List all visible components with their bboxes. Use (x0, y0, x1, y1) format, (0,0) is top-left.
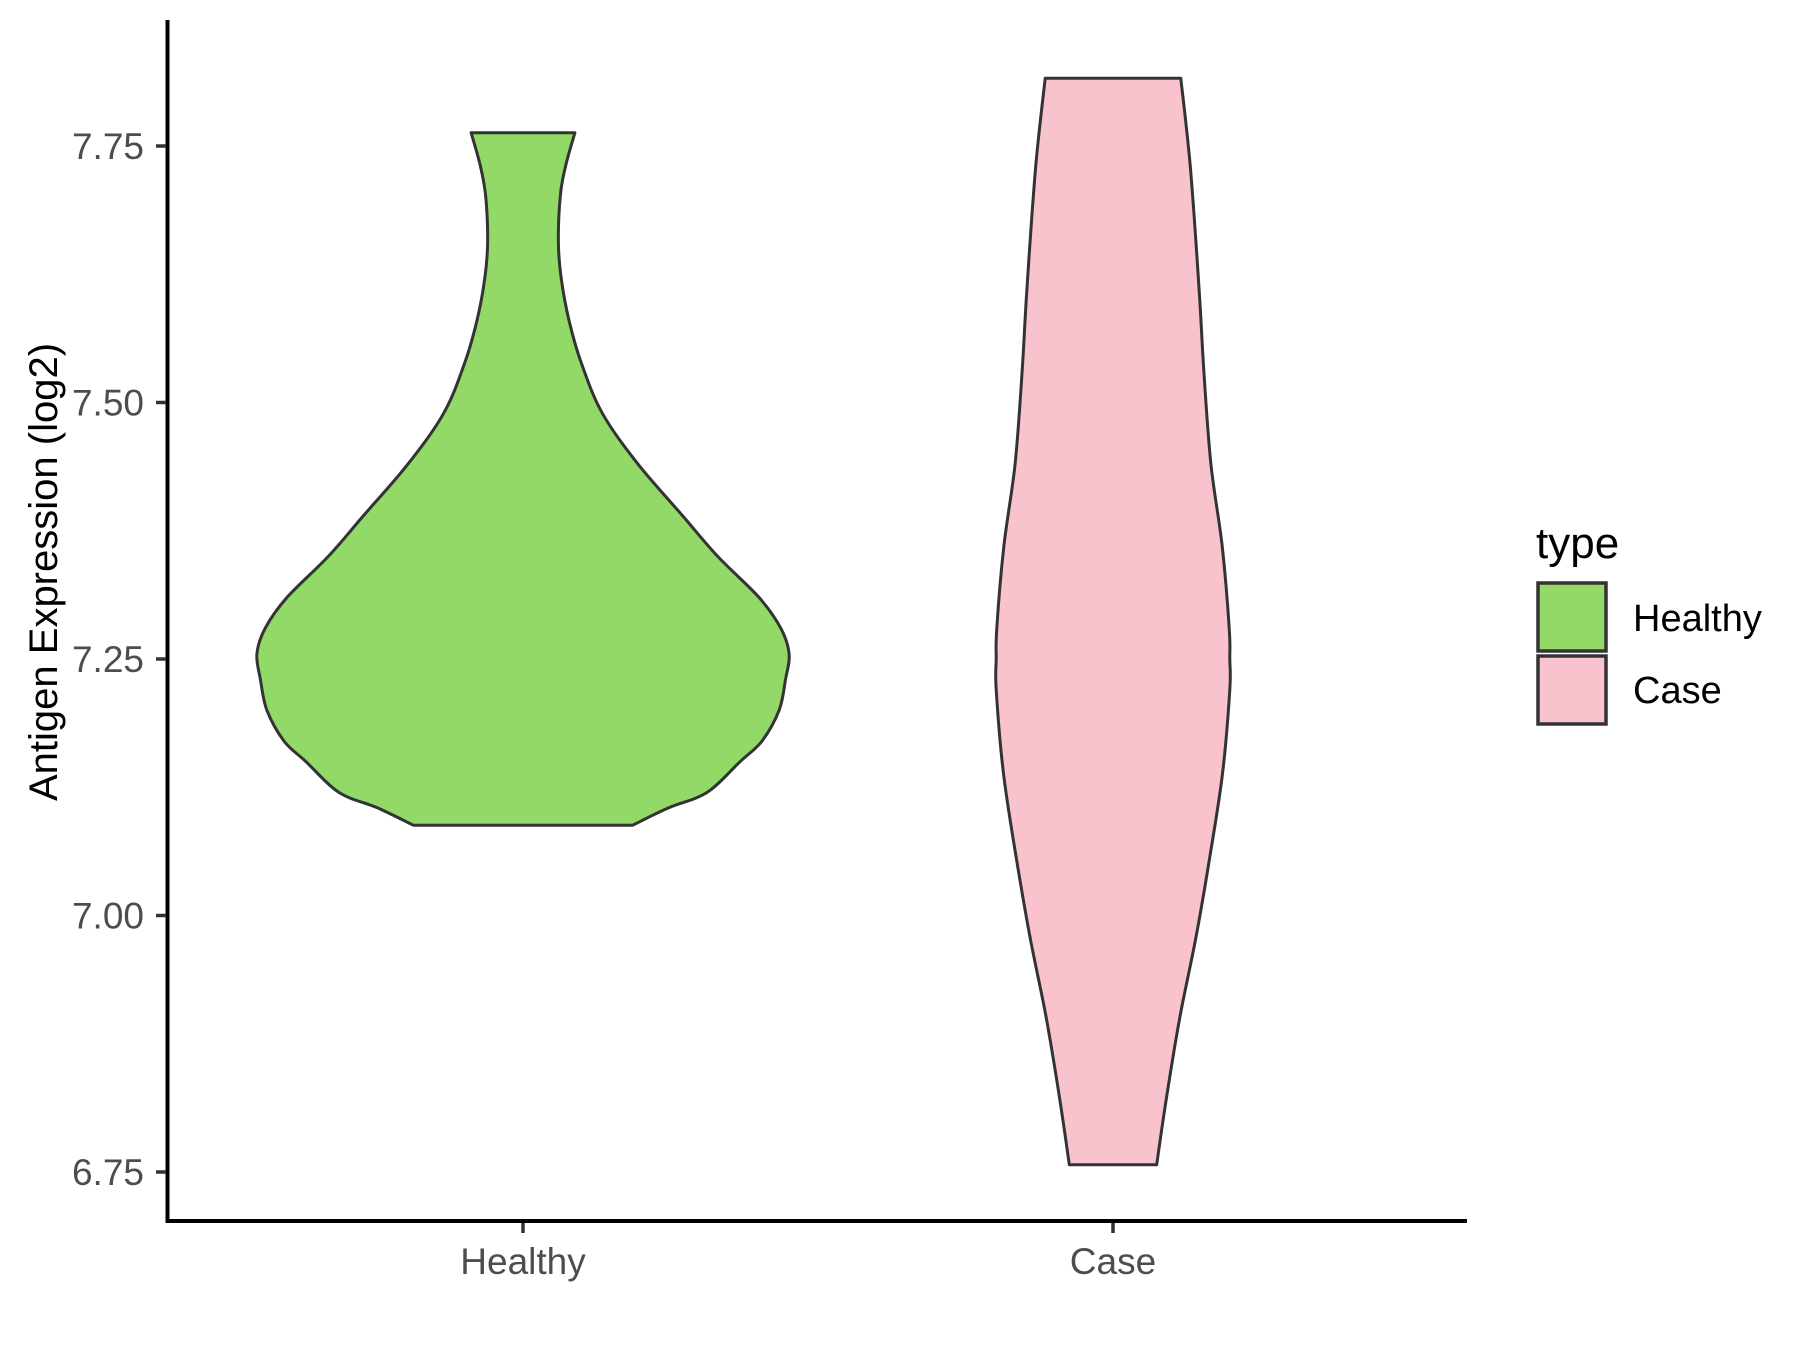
x-tick-label: Healthy (460, 1241, 586, 1282)
violin-healthy (255, 131, 791, 827)
y-tick-label: 7.50 (72, 383, 144, 424)
legend-key-healthy-swatch (1536, 581, 1608, 653)
y-tick-label: 7.00 (72, 896, 144, 937)
y-tick-label: 6.75 (72, 1152, 144, 1193)
legend: type Healthy Case (1536, 519, 1762, 726)
x-axis-ticks: Healthy Case (460, 1223, 1156, 1282)
legend-title: type (1536, 519, 1619, 568)
legend-label-case: Case (1633, 670, 1722, 712)
legend-label-healthy: Healthy (1633, 598, 1762, 640)
y-axis-ticks: 6.75 7.00 7.25 7.50 7.75 (72, 126, 166, 1193)
y-tick-label: 7.75 (72, 126, 144, 167)
violin-case (994, 76, 1232, 1167)
y-tick-label: 7.25 (72, 639, 144, 680)
y-axis-title: Antigen Expression (log2) (22, 343, 66, 801)
violin-layer (255, 76, 1232, 1167)
legend-item-case: Case (1536, 654, 1722, 726)
x-tick-label: Case (1070, 1241, 1156, 1282)
legend-key-case-swatch (1536, 654, 1608, 726)
legend-item-healthy: Healthy (1536, 581, 1762, 653)
